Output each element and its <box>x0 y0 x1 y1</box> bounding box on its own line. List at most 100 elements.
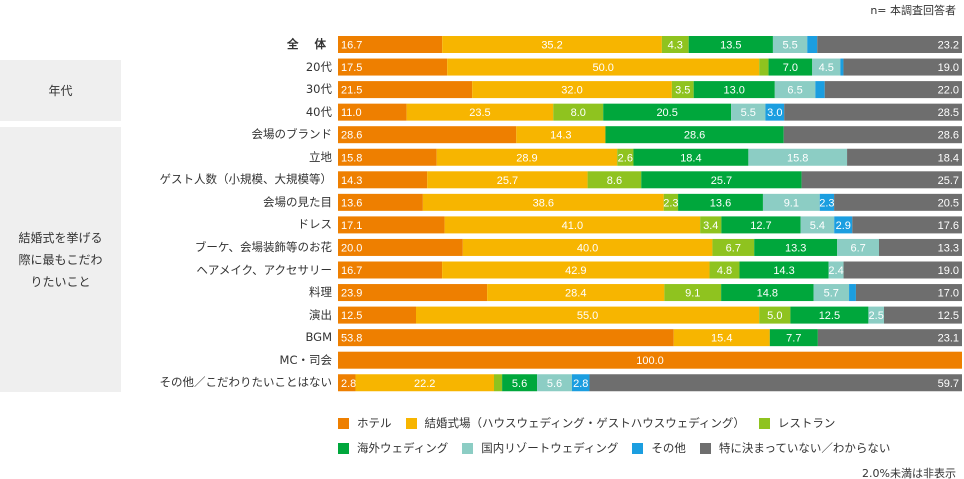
bar-segment <box>768 58 813 76</box>
data-label: 16.7 <box>341 40 362 52</box>
data-label: 2.9 <box>836 220 851 232</box>
legend-swatch <box>632 442 644 454</box>
data-label: 28.9 <box>516 152 537 164</box>
data-label: 9.1 <box>784 197 799 209</box>
data-label: 4.8 <box>717 265 732 277</box>
legend-item: レストラン <box>758 415 835 431</box>
data-label: 18.4 <box>680 152 701 164</box>
data-label: 14.8 <box>757 288 778 300</box>
bar-segment <box>572 374 590 392</box>
data-label: 5.4 <box>810 220 825 232</box>
data-label: 13.6 <box>710 197 731 209</box>
category-label: 立地 <box>309 149 332 164</box>
data-label: 3.4 <box>703 220 718 232</box>
bar-segment <box>338 216 445 234</box>
bar-segment <box>416 306 760 324</box>
bar-segment <box>721 216 801 234</box>
bar-segment <box>422 193 664 211</box>
data-label: 28.5 <box>938 107 959 119</box>
data-label: 14.3 <box>773 265 794 277</box>
data-label: 23.9 <box>341 288 362 300</box>
category-label: ゲスト人数（小規模、大規模等） <box>159 172 333 187</box>
data-label: 16.7 <box>341 265 362 277</box>
category-label: 料理 <box>309 285 332 300</box>
bar-segment <box>709 261 740 279</box>
legend-row-1: ホテル 結婚式場（ハウスウェディング・ゲストハウスウェディング） レストラン <box>338 415 835 431</box>
data-label: 15.4 <box>711 333 732 345</box>
bar-segment <box>338 329 674 347</box>
data-label: 7.7 <box>786 333 801 345</box>
bar-segment <box>783 126 962 144</box>
data-label: 25.7 <box>711 175 732 187</box>
data-label: 12.7 <box>750 220 771 232</box>
bar-segment <box>673 329 770 347</box>
category-label: 40代 <box>305 104 332 119</box>
bar-segment <box>840 58 844 76</box>
legend-label: 海外ウェディング <box>357 441 449 455</box>
data-label: 40.0 <box>577 242 598 254</box>
data-label: 53.8 <box>341 333 362 345</box>
bar-segment <box>355 374 494 392</box>
data-label: 13.5 <box>720 40 741 52</box>
bar-segment <box>589 374 962 392</box>
category-label: 30代 <box>305 82 332 97</box>
bar-segment <box>338 351 962 369</box>
bar-segment <box>688 36 773 53</box>
bar-segment <box>739 261 829 279</box>
data-label: 2.3 <box>663 197 678 209</box>
bar-segment <box>406 103 554 121</box>
bar-segment <box>765 103 785 121</box>
category-label: 演出 <box>309 307 332 322</box>
category-label: BGM <box>305 330 332 345</box>
data-label: 2.5 <box>869 310 884 322</box>
bar-segment <box>338 126 517 144</box>
data-label: 14.3 <box>550 130 571 142</box>
bar-segment <box>603 103 732 121</box>
data-label: 20.0 <box>341 242 362 254</box>
data-label: 13.6 <box>341 197 362 209</box>
bar-segment <box>671 81 694 99</box>
bar-segment <box>754 238 838 256</box>
bar-segment <box>338 58 448 76</box>
data-label: 7.0 <box>783 62 798 74</box>
bar-segment <box>442 261 710 279</box>
data-label: 14.3 <box>341 175 362 187</box>
bar-segment <box>759 306 791 324</box>
data-label: 28.4 <box>565 288 586 300</box>
legend-item: その他 <box>632 440 686 456</box>
bar-segment <box>813 284 850 302</box>
bar-segment <box>762 193 820 211</box>
data-label: 28.6 <box>684 130 705 142</box>
bar-segment <box>447 58 760 76</box>
category-label: その他／こだわりたいことはない <box>159 375 333 390</box>
bar-segment <box>442 36 662 53</box>
legend-item: 特に決まっていない／わからない <box>699 440 891 456</box>
legend-swatch <box>699 442 711 454</box>
data-label: 19.0 <box>938 265 959 277</box>
group-preference: 結婚式を挙げる 際に最もこだわ りたいこと <box>0 127 121 392</box>
data-label: 2.8 <box>573 378 588 390</box>
data-label: 19.0 <box>938 62 959 74</box>
legend-label: 特に決まっていない／わからない <box>718 441 891 455</box>
bar-segment <box>605 126 784 144</box>
bar-segment <box>693 81 775 99</box>
bar-segment <box>664 284 722 302</box>
data-label: 25.7 <box>497 175 518 187</box>
category-label: ブーケ、会場装飾等のお花 <box>194 239 332 254</box>
bar-segment <box>815 81 825 99</box>
data-label: 8.6 <box>607 175 622 187</box>
data-label: 2.8 <box>341 378 356 390</box>
data-label: 23.5 <box>469 107 490 119</box>
legend-item: 国内リゾートウェディング <box>462 440 618 456</box>
legend-label: 結婚式場（ハウスウェディング・ゲストハウスウェディング） <box>424 416 745 430</box>
bar-segment <box>537 374 572 392</box>
data-label: 42.9 <box>565 265 586 277</box>
bar-segment <box>700 216 722 234</box>
data-label: 50.0 <box>592 62 613 74</box>
data-label: 2.4 <box>828 265 843 277</box>
bar-segment <box>843 261 962 279</box>
data-label: 9.1 <box>685 288 700 300</box>
data-label: 55.0 <box>577 310 598 322</box>
category-label: 全 体 <box>286 37 332 51</box>
